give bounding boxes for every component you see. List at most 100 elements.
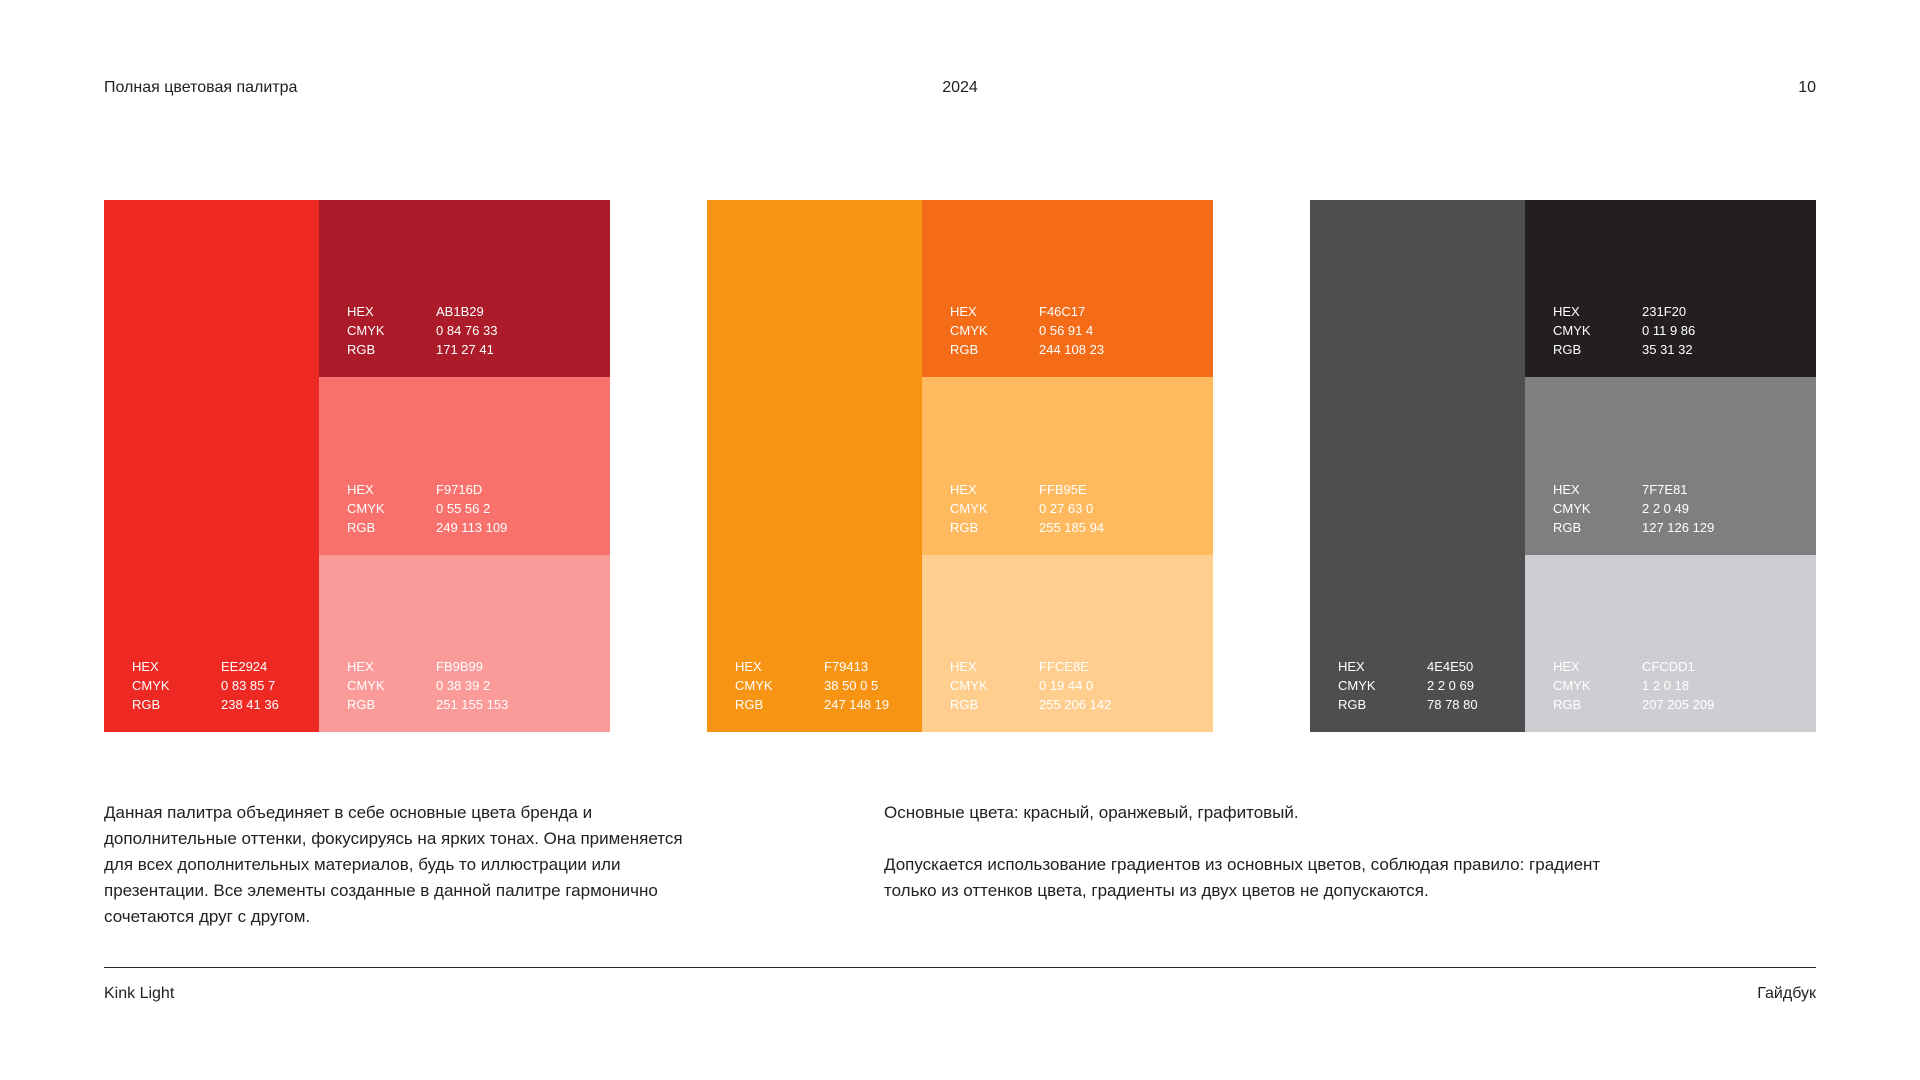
hex-label: HEX	[1553, 481, 1580, 497]
palette-description: Данная палитра объединяет в себе основны…	[104, 803, 683, 926]
rgb-value: 244 108 23	[1039, 342, 1105, 358]
rgb-label: RGB	[347, 342, 376, 358]
cmyk-label: CMYK	[1553, 323, 1591, 339]
rgb-label: RGB	[1338, 697, 1367, 712]
rgb-label: RGB	[950, 519, 979, 535]
cmyk-label: CMYK	[1553, 677, 1591, 693]
cmyk-label: CMYK	[950, 677, 988, 693]
hex-value: 231F20	[1642, 304, 1687, 320]
page-number: 10	[1798, 79, 1816, 96]
cmyk-value: 0 27 63 0	[1039, 500, 1094, 516]
color-info: HEX AB1B29 CMYK 0 84 76 33 RGB 171 27 41	[319, 302, 497, 377]
rgb-value: 255 185 94	[1039, 519, 1105, 535]
cmyk-value: 0 84 76 33	[436, 323, 498, 339]
rgb-value: 255 206 142	[1039, 696, 1112, 712]
swatch-orange-shade-dark: HEX F46C17 CMYK 0 56 91 4 RGB 244 108 23	[922, 200, 1213, 378]
cmyk-value: 0 11 9 86	[1642, 323, 1696, 339]
cmyk-label: CMYK	[950, 323, 988, 339]
color-info: HEX 7F7E81 CMYK 2 2 0 49 RGB 127 126 129	[1525, 480, 1714, 555]
cmyk-label: CMYK	[1553, 500, 1591, 516]
color-group-orange: HEX F79413 CMYK 38 50 0 5 RGB 247 148 19 HE…	[707, 200, 1213, 732]
document-name: Гайдбук	[1757, 985, 1816, 1002]
hex-label: HEX	[1338, 659, 1365, 674]
hex-label: HEX	[950, 658, 977, 674]
primary-colors-note: Основные цвета: красный, оранжевый, граф…	[884, 803, 1299, 822]
cmyk-label: CMYK	[132, 678, 170, 693]
rgb-value: 251 155 153	[436, 696, 509, 712]
page-title: Полная цветовая палитра	[104, 79, 298, 96]
hex-label: HEX	[347, 658, 374, 674]
swatch-orange-main: HEX F79413 CMYK 38 50 0 5 RGB 247 148 19	[707, 200, 922, 732]
color-group-red: HEX EE2924 CMYK 0 83 85 7 RGB 238 41 36 HEX…	[104, 200, 610, 732]
rgb-value: 78 78 80	[1427, 697, 1478, 712]
rgb-value: 35 31 32	[1642, 342, 1693, 358]
color-info: HEX FFCE8E CMYK 0 19 44 0 RGB 255 206 142	[922, 657, 1111, 732]
rgb-value: 127 126 129	[1642, 519, 1715, 535]
cmyk-value: 0 83 85 7	[221, 678, 276, 693]
color-info: HEX CFCDD1 CMYK 1 2 0 18 RGB 207 205 209	[1525, 657, 1714, 732]
cmyk-value: 2 2 0 69	[1427, 678, 1474, 693]
hex-label: HEX	[347, 304, 374, 320]
cmyk-value: 1 2 0 18	[1642, 677, 1689, 693]
swatch-red-shade-dark: HEX AB1B29 CMYK 0 84 76 33 RGB 171 27 41	[319, 200, 610, 378]
hex-value: FFB95E	[1039, 481, 1087, 497]
brand-name: Kink Light	[104, 985, 175, 1002]
cmyk-label: CMYK	[950, 500, 988, 516]
palette-rules: Основные цвета: красный, оранжевый, граф…	[884, 800, 1604, 904]
swatch-red-shades: HEX AB1B29 CMYK 0 84 76 33 RGB 171 27 41 HE…	[319, 200, 610, 732]
color-info: HEX 4E4E50 CMYK 2 2 0 69 RGB 78 78 80	[1310, 657, 1478, 732]
swatch-graphite-shades: HEX 231F20 CMYK 0 11 9 86 RGB 35 31 32 HEX 7…	[1525, 200, 1816, 732]
rgb-value: 249 113 109	[436, 519, 508, 535]
color-info: HEX F46C17 CMYK 0 56 91 4 RGB 244 108 23	[922, 302, 1104, 377]
hex-value: FFCE8E	[1039, 658, 1089, 674]
swatch-graphite-main: HEX 4E4E50 CMYK 2 2 0 69 RGB 78 78 80	[1310, 200, 1525, 732]
color-info: HEX FFB95E CMYK 0 27 63 0 RGB 255 185 94	[922, 480, 1104, 555]
color-info: HEX EE2924 CMYK 0 83 85 7 RGB 238 41 36	[104, 657, 279, 732]
cmyk-label: CMYK	[1338, 678, 1376, 693]
hex-label: HEX	[950, 304, 977, 320]
hex-label: HEX	[950, 481, 977, 497]
hex-value: F9716D	[436, 481, 483, 497]
hex-label: HEX	[1553, 304, 1580, 320]
rgb-label: RGB	[347, 696, 376, 712]
hex-value: EE2924	[221, 659, 268, 674]
swatch-graphite-shade-light: HEX CFCDD1 CMYK 1 2 0 18 RGB 207 205 209	[1525, 554, 1816, 732]
hex-value: F46C17	[1039, 304, 1086, 320]
hex-value: FB9B99	[436, 658, 483, 674]
rgb-label: RGB	[950, 696, 979, 712]
cmyk-value: 0 56 91 4	[1039, 323, 1094, 339]
swatch-red-shade-mid: HEX F9716D CMYK 0 55 56 2 RGB 249 113 109	[319, 377, 610, 555]
rgb-label: RGB	[950, 342, 979, 358]
hex-value: AB1B29	[436, 304, 484, 320]
hex-value: 4E4E50	[1427, 659, 1474, 674]
color-info: HEX 231F20 CMYK 0 11 9 86 RGB 35 31 32	[1525, 302, 1695, 377]
color-palette: HEX EE2924 CMYK 0 83 85 7 RGB 238 41 36 HEX…	[104, 200, 1816, 732]
color-info: HEX FB9B99 CMYK 0 38 39 2 RGB 251 155 153	[319, 657, 508, 732]
rgb-label: RGB	[347, 519, 376, 535]
color-group-graphite: HEX 4E4E50 CMYK 2 2 0 69 RGB 78 78 80 HEX 23…	[1310, 200, 1816, 732]
header-year: 2024	[942, 79, 978, 96]
hex-value: 7F7E81	[1642, 481, 1688, 497]
rgb-label: RGB	[132, 697, 161, 712]
rgb-label: RGB	[1553, 696, 1582, 712]
cmyk-label: CMYK	[347, 500, 385, 516]
cmyk-value: 0 55 56 2	[436, 500, 491, 516]
cmyk-label: CMYK	[735, 678, 773, 693]
hex-value: F79413	[824, 659, 869, 674]
cmyk-label: CMYK	[347, 323, 385, 339]
swatch-orange-shade-mid: HEX FFB95E CMYK 0 27 63 0 RGB 255 185 94	[922, 377, 1213, 555]
rgb-value: 247 148 19	[824, 697, 890, 712]
hex-label: HEX	[132, 659, 159, 674]
rgb-value: 171 27 41	[436, 342, 494, 358]
swatch-orange-shade-light: HEX FFCE8E CMYK 0 19 44 0 RGB 255 206 142	[922, 554, 1213, 732]
gradient-rule-note: Допускается использование градиентов из …	[884, 855, 1601, 900]
rgb-label: RGB	[1553, 519, 1582, 535]
swatch-orange-shades: HEX F46C17 CMYK 0 56 91 4 RGB 244 108 23 HE…	[922, 200, 1213, 732]
cmyk-value: 0 38 39 2	[436, 677, 491, 693]
hex-label: HEX	[347, 481, 374, 497]
color-info: HEX F9716D CMYK 0 55 56 2 RGB 249 113 109	[319, 480, 507, 555]
rgb-label: RGB	[735, 697, 764, 712]
rgb-value: 207 205 209	[1642, 696, 1715, 712]
rgb-label: RGB	[1553, 342, 1582, 358]
